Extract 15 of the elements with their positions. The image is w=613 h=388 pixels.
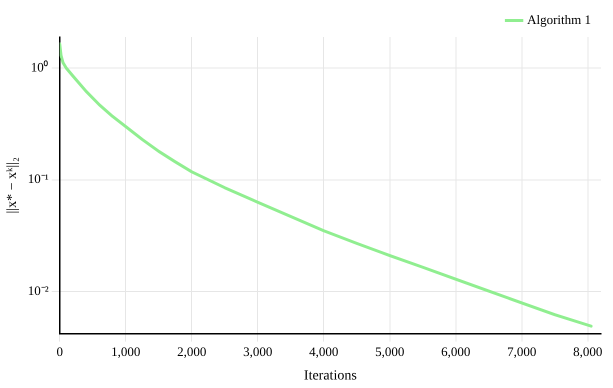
- y-tick-label: 10⁰: [30, 60, 49, 75]
- x-tick-label: 1,000: [111, 344, 140, 359]
- x-tick-label: 7,000: [507, 344, 536, 359]
- x-tick-label: 6,000: [441, 344, 470, 359]
- x-tick-label: 8,000: [573, 344, 602, 359]
- x-tick-label: 2,000: [177, 344, 206, 359]
- x-tick-label: 5,000: [375, 344, 404, 359]
- x-tick-label: 0: [56, 344, 63, 359]
- x-axis-title: Iterations: [304, 368, 357, 384]
- legend-label: Algorithm 1: [527, 12, 592, 27]
- x-tick-label: 4,000: [309, 344, 338, 359]
- y-tick-label: 10⁻²: [28, 282, 49, 298]
- y-tick-label: 10⁻¹: [28, 171, 49, 186]
- y-axis-title: ||x* − xᵏ||₂: [5, 156, 20, 214]
- x-tick-label: 3,000: [243, 344, 272, 359]
